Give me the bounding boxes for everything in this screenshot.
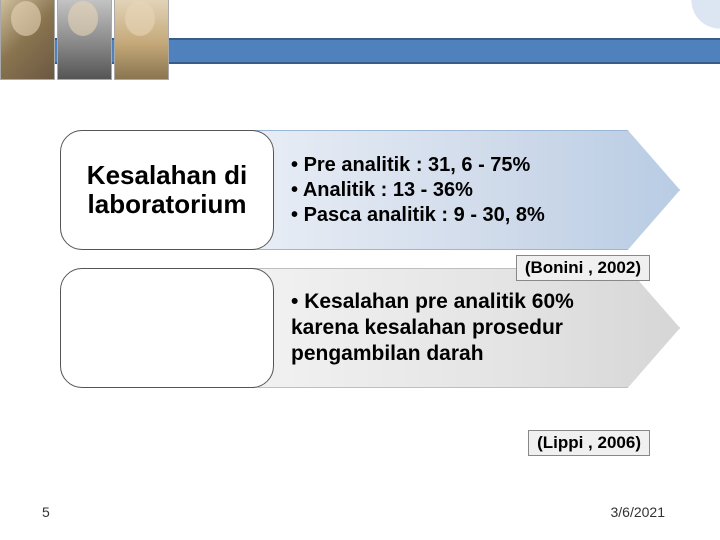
corner-decoration [670,0,720,50]
citation-2: (Lippi , 2006) [528,430,650,456]
bullet-item: Analitik : 13 - 36% [291,178,639,203]
block1-title: Kesalahan di laboratorium [69,161,265,218]
page-number: 5 [42,504,50,520]
block1-arrow: Pre analitik : 31, 6 - 75% Analitik : 13… [244,130,680,250]
block2-arrow: Kesalahan pre analitik 60% karena kesala… [244,268,680,388]
block1-label-box: Kesalahan di laboratorium [60,130,274,250]
slide-date: 3/6/2021 [611,504,666,520]
header-photo-strip [0,0,180,100]
block2-bullets: Kesalahan pre analitik 60% karena kesala… [291,289,639,368]
bullet-item: Kesalahan pre analitik 60% karena kesala… [291,289,639,368]
content-block-2: Kesalahan pre analitik 60% karena kesala… [60,268,680,388]
block1-bullets: Pre analitik : 31, 6 - 75% Analitik : 13… [291,153,639,228]
content-block-1: Kesalahan di laboratorium Pre analitik :… [60,130,680,250]
bullet-item: Pasca analitik : 9 - 30, 8% [291,203,639,228]
header-photo [0,0,55,80]
header-photo [57,0,112,80]
bullet-item: Pre analitik : 31, 6 - 75% [291,153,639,178]
header-photo [114,0,169,80]
block2-label-box [60,268,274,388]
citation-1: (Bonini , 2002) [516,255,650,281]
